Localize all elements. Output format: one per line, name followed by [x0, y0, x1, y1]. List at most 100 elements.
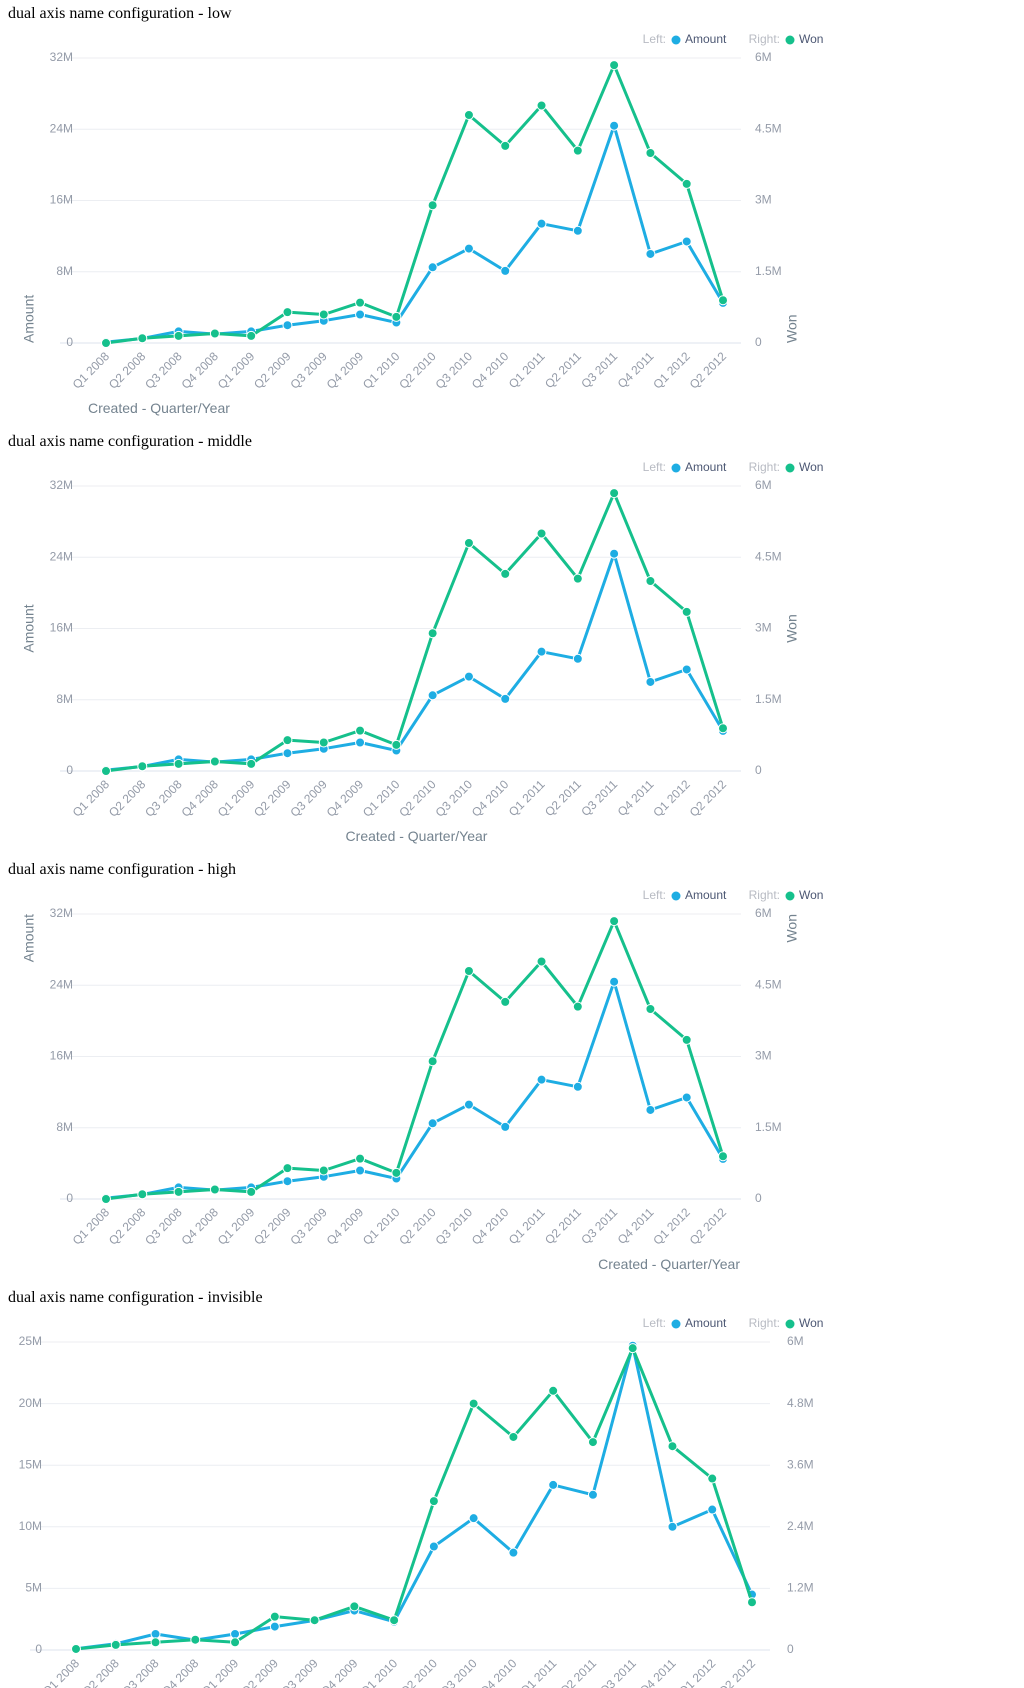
won-point — [101, 338, 111, 348]
won-point — [536, 956, 547, 967]
amount-point — [355, 737, 366, 748]
won-point — [681, 1034, 692, 1045]
x-tick-label: Q3 2011 — [578, 777, 620, 819]
y-left-tick-label: 16M — [50, 193, 73, 207]
won-point — [747, 1597, 757, 1608]
x-tick-label: Q3 2011 — [578, 1205, 620, 1247]
won-point — [190, 1634, 201, 1645]
y-left-tick-label: 32M — [50, 906, 73, 920]
x-tick-label: Q2 2010 — [396, 349, 439, 392]
y-right-tick-label: 3M — [755, 621, 772, 635]
y-left-tick-label: 10M — [19, 1519, 42, 1533]
x-tick-label: Q2 2011 — [557, 1656, 599, 1688]
won-point — [500, 568, 511, 579]
x-tick-label: Q2 2011 — [542, 1205, 584, 1247]
legend-amount-label: Amount — [685, 1316, 727, 1330]
y-right-tick-label: 1.5M — [755, 1120, 782, 1134]
x-tick-label: Q2 2011 — [542, 349, 584, 391]
won-point — [137, 1189, 148, 1200]
won-point — [71, 1643, 81, 1654]
y-left-tick-label: 0 — [35, 1642, 42, 1656]
won-point — [427, 628, 438, 639]
won-point — [500, 996, 511, 1007]
won-point — [508, 1431, 519, 1442]
legend-won-label: Won — [799, 1316, 823, 1330]
x-tick-label: Q1 2010 — [360, 1205, 403, 1248]
won-point — [318, 309, 329, 320]
line-chart-high: Left: Amount Right: Won 0 8M 16M 24M 32M 0 1.5M 3M 4… — [21, 888, 824, 1272]
amount-point — [463, 1099, 474, 1110]
amount-point — [609, 548, 620, 559]
legend-won-dot — [785, 891, 795, 901]
x-tick-label: Q4 2008 — [179, 349, 222, 392]
amount-point — [428, 1541, 439, 1552]
legend: Left: Amount Right: Won — [643, 460, 824, 474]
won-point — [718, 723, 728, 734]
x-tick-label: Q3 2008 — [142, 777, 185, 820]
won-point — [173, 1186, 184, 1197]
won-point — [246, 330, 257, 341]
won-point — [587, 1437, 598, 1448]
y-right-tick-label: 6M — [755, 906, 772, 920]
y-left-tick-label: 8M — [56, 692, 73, 706]
y-right-tick-label: 6M — [755, 478, 772, 492]
y-left-tick-label: 15M — [19, 1457, 42, 1471]
x-tick-label: Q2 2012 — [687, 777, 730, 820]
x-tick-label: Q2 2008 — [106, 349, 149, 392]
chart-title: dual axis name configuration - middle — [8, 433, 252, 450]
won-point — [173, 758, 184, 769]
y-right-tick-label: 2.4M — [787, 1519, 814, 1533]
won-point — [681, 178, 692, 189]
x-tick-label: Q4 2009 — [324, 777, 367, 820]
y-left-tick-label: 24M — [50, 549, 73, 563]
y-left-tick-label: 8M — [56, 264, 73, 278]
won-point — [572, 573, 583, 584]
x-axis-title: Created - Quarter/Year — [598, 1256, 740, 1272]
amount-point — [587, 1489, 598, 1500]
x-tick-label: Q2 2008 — [106, 777, 149, 820]
legend-right-prefix: Right: — [749, 1316, 780, 1330]
legend-amount-label: Amount — [685, 32, 727, 46]
legend-won-dot — [785, 1319, 795, 1329]
legend-left-prefix: Left: — [643, 460, 666, 474]
legend-amount-dot — [671, 463, 681, 473]
amount-point — [500, 693, 511, 704]
amount-point — [230, 1628, 241, 1639]
y-left-tick-label: 5M — [25, 1581, 42, 1595]
x-tick-label: Q3 2010 — [433, 349, 476, 392]
won-point — [355, 725, 366, 736]
won-point — [269, 1611, 280, 1622]
amount-point — [463, 243, 474, 254]
amount-point — [269, 1621, 280, 1632]
x-tick-label: Q1 2012 — [650, 349, 693, 392]
won-point — [718, 1151, 728, 1162]
won-point — [137, 333, 148, 344]
y-right-tick-label: 1.5M — [755, 264, 782, 278]
x-tick-label: Q1 2008 — [70, 1205, 113, 1248]
x-tick-label: Q1 2011 — [517, 1656, 559, 1688]
y-left-tick-label: 16M — [50, 621, 73, 635]
amount-point — [645, 1104, 656, 1115]
won-point — [391, 1167, 402, 1178]
won-point — [209, 756, 220, 767]
y-right-tick-label: 0 — [787, 1642, 794, 1656]
won-point — [101, 1194, 111, 1204]
x-tick-label: Q4 2008 — [179, 777, 222, 820]
won-point — [246, 1186, 257, 1197]
legend-amount-label: Amount — [685, 888, 727, 902]
y-left-tick-label: 25M — [19, 1334, 42, 1348]
legend-amount-dot — [671, 891, 681, 901]
amount-point — [282, 748, 293, 759]
y-left-tick-label: 0 — [66, 763, 73, 777]
won-point — [500, 140, 511, 151]
won-point — [645, 576, 656, 586]
amount-point — [500, 1121, 511, 1132]
x-tick-label: Q2 2012 — [687, 1205, 730, 1248]
amount-point — [609, 976, 620, 987]
x-tick-label: Q3 2008 — [142, 1205, 185, 1248]
won-point — [355, 297, 366, 308]
y-right-tick-label: 4.5M — [755, 121, 782, 135]
x-tick-label: Q1 2011 — [506, 1205, 548, 1247]
won-point — [572, 1001, 583, 1012]
x-tick-label: Q1 2012 — [650, 1205, 693, 1248]
